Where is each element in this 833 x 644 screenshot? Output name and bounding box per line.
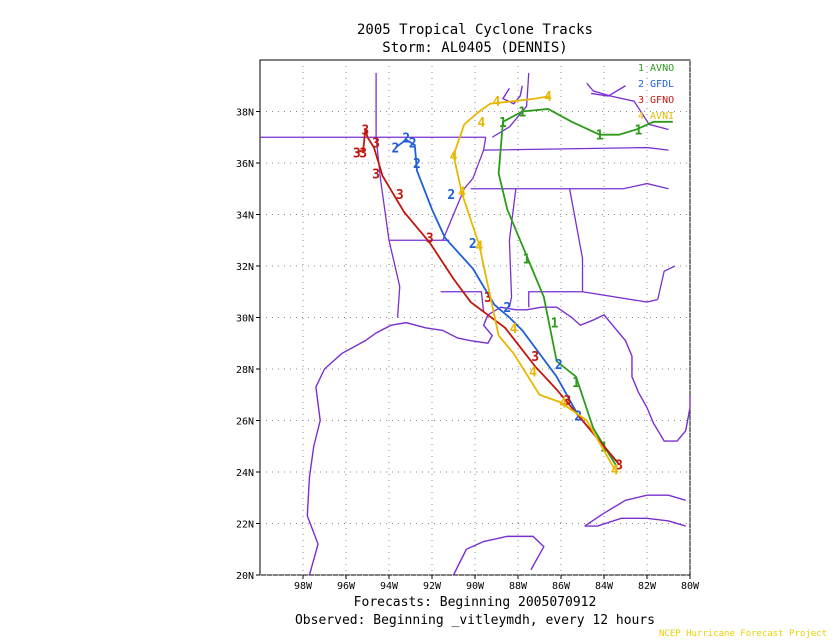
y-tick-label: 26N <box>236 417 254 428</box>
legend-entry: 1 AVNO <box>638 63 674 74</box>
track-line <box>452 95 616 470</box>
track-marker: 1 <box>499 116 507 131</box>
state-border <box>375 72 401 318</box>
plot-frame <box>259 59 691 576</box>
x-tick-label: 86W <box>552 581 571 592</box>
track-marker: 4 <box>478 116 486 131</box>
legend-entry: 4 AVNI <box>638 111 674 122</box>
map-title-line1: 2005 Tropical Cyclone Tracks <box>356 22 593 38</box>
track-marker: 3 <box>372 136 380 151</box>
y-tick-label: 30N <box>236 314 254 325</box>
track-marker: 4 <box>559 396 567 411</box>
track-marker: 3 <box>372 167 380 182</box>
track-marker: 1 <box>634 124 642 139</box>
legend: 1 AVNO 2 GFDL 3 GFNO 4 AVNI <box>638 63 674 122</box>
track-marker: 4 <box>475 239 483 254</box>
coastline <box>306 85 691 576</box>
track-line <box>394 138 620 465</box>
y-tick-label: 34N <box>236 211 254 222</box>
x-tick-label: 90W <box>466 581 485 592</box>
y-tick-label: 38N <box>236 108 254 119</box>
track-marker: 3 <box>484 291 492 306</box>
x-tick-label: 92W <box>423 581 442 592</box>
track-line <box>497 108 673 468</box>
footer-forecasts: Forecasts: Beginning 2005070912 <box>353 595 597 610</box>
track-marker: 1 <box>523 252 531 267</box>
x-tick-label: 98W <box>294 581 313 592</box>
track-marker: 3 <box>531 350 539 365</box>
credit-text: NCEP Hurricane Forecast Project <box>659 629 827 639</box>
legend-entry: 3 GFNO <box>638 95 674 106</box>
x-tick-label: 94W <box>380 581 399 592</box>
x-tick-label: 84W <box>595 581 614 592</box>
x-axis-ticks: 98W 96W 94W 92W 90W 88W 86W 84W 82W 80W <box>294 575 700 592</box>
track-marker: 3 <box>361 124 369 139</box>
x-tick-label: 82W <box>638 581 657 592</box>
y-tick-label: 28N <box>236 365 254 376</box>
track-marker: 4 <box>529 366 537 381</box>
track-marker: 3 <box>359 147 367 162</box>
track-marker: 1 <box>518 106 526 121</box>
state-border <box>657 265 676 300</box>
coast-line <box>452 548 468 576</box>
track-marker: 3 <box>564 394 572 409</box>
y-tick-label: 20N <box>236 571 254 582</box>
track-marker: 1 <box>572 376 580 391</box>
track-marker: 3 <box>353 147 361 162</box>
state-borders <box>260 72 676 318</box>
track-marker: 1 <box>596 129 604 144</box>
state-border <box>586 82 669 131</box>
x-tick-label: 88W <box>509 581 528 592</box>
coast-line <box>584 517 686 527</box>
track-marker: 4 <box>544 90 552 105</box>
track-marker: 2 <box>447 188 455 203</box>
coast-line <box>306 306 691 576</box>
legend-entry: 2 GFDL <box>638 79 674 90</box>
x-tick-label: 80W <box>681 581 700 592</box>
track-marker: 4 <box>611 463 619 478</box>
track-marker: 3 <box>396 188 404 203</box>
track-marker: 2 <box>574 409 582 424</box>
y-tick-label: 32N <box>236 262 254 273</box>
state-border <box>483 146 669 151</box>
state-border <box>582 291 658 303</box>
track-marker: 4 <box>510 322 518 337</box>
coast-line <box>466 535 545 571</box>
x-tick-label: 96W <box>337 581 356 592</box>
track-marker: 2 <box>413 157 421 172</box>
coast-line <box>501 85 523 105</box>
y-tick-label: 24N <box>236 468 254 479</box>
state-border <box>491 72 530 138</box>
track-marker: 2 <box>402 131 410 146</box>
track-marker: 3 <box>615 458 623 473</box>
track-marker: 2 <box>555 358 563 373</box>
track-marker: 2 <box>469 237 477 252</box>
state-border <box>508 188 517 308</box>
y-axis-ticks: 20N 22N 24N 26N 28N 30N 32N 34N 36N 38N <box>236 108 260 582</box>
track-line <box>356 129 620 465</box>
state-border <box>597 182 669 190</box>
y-tick-label: 36N <box>236 159 254 170</box>
track-marker: 3 <box>426 232 434 247</box>
track-marker: 4 <box>450 149 458 164</box>
footer-observed: Observed: Beginning _vitleymdh, every 12… <box>294 613 656 628</box>
state-border <box>440 291 485 313</box>
track-marker: 4 <box>458 185 466 200</box>
track-marker: 2 <box>392 142 400 157</box>
track-marker: 2 <box>503 301 511 316</box>
coast-line <box>584 494 686 527</box>
y-tick-label: 22N <box>236 520 254 531</box>
track-marker: 1 <box>551 317 559 332</box>
state-border <box>442 137 487 241</box>
track-marker: 2 <box>409 136 417 151</box>
map-title-line2: Storm: AL0405 (DENNIS) <box>382 40 568 56</box>
track-marker: 4 <box>493 95 501 110</box>
